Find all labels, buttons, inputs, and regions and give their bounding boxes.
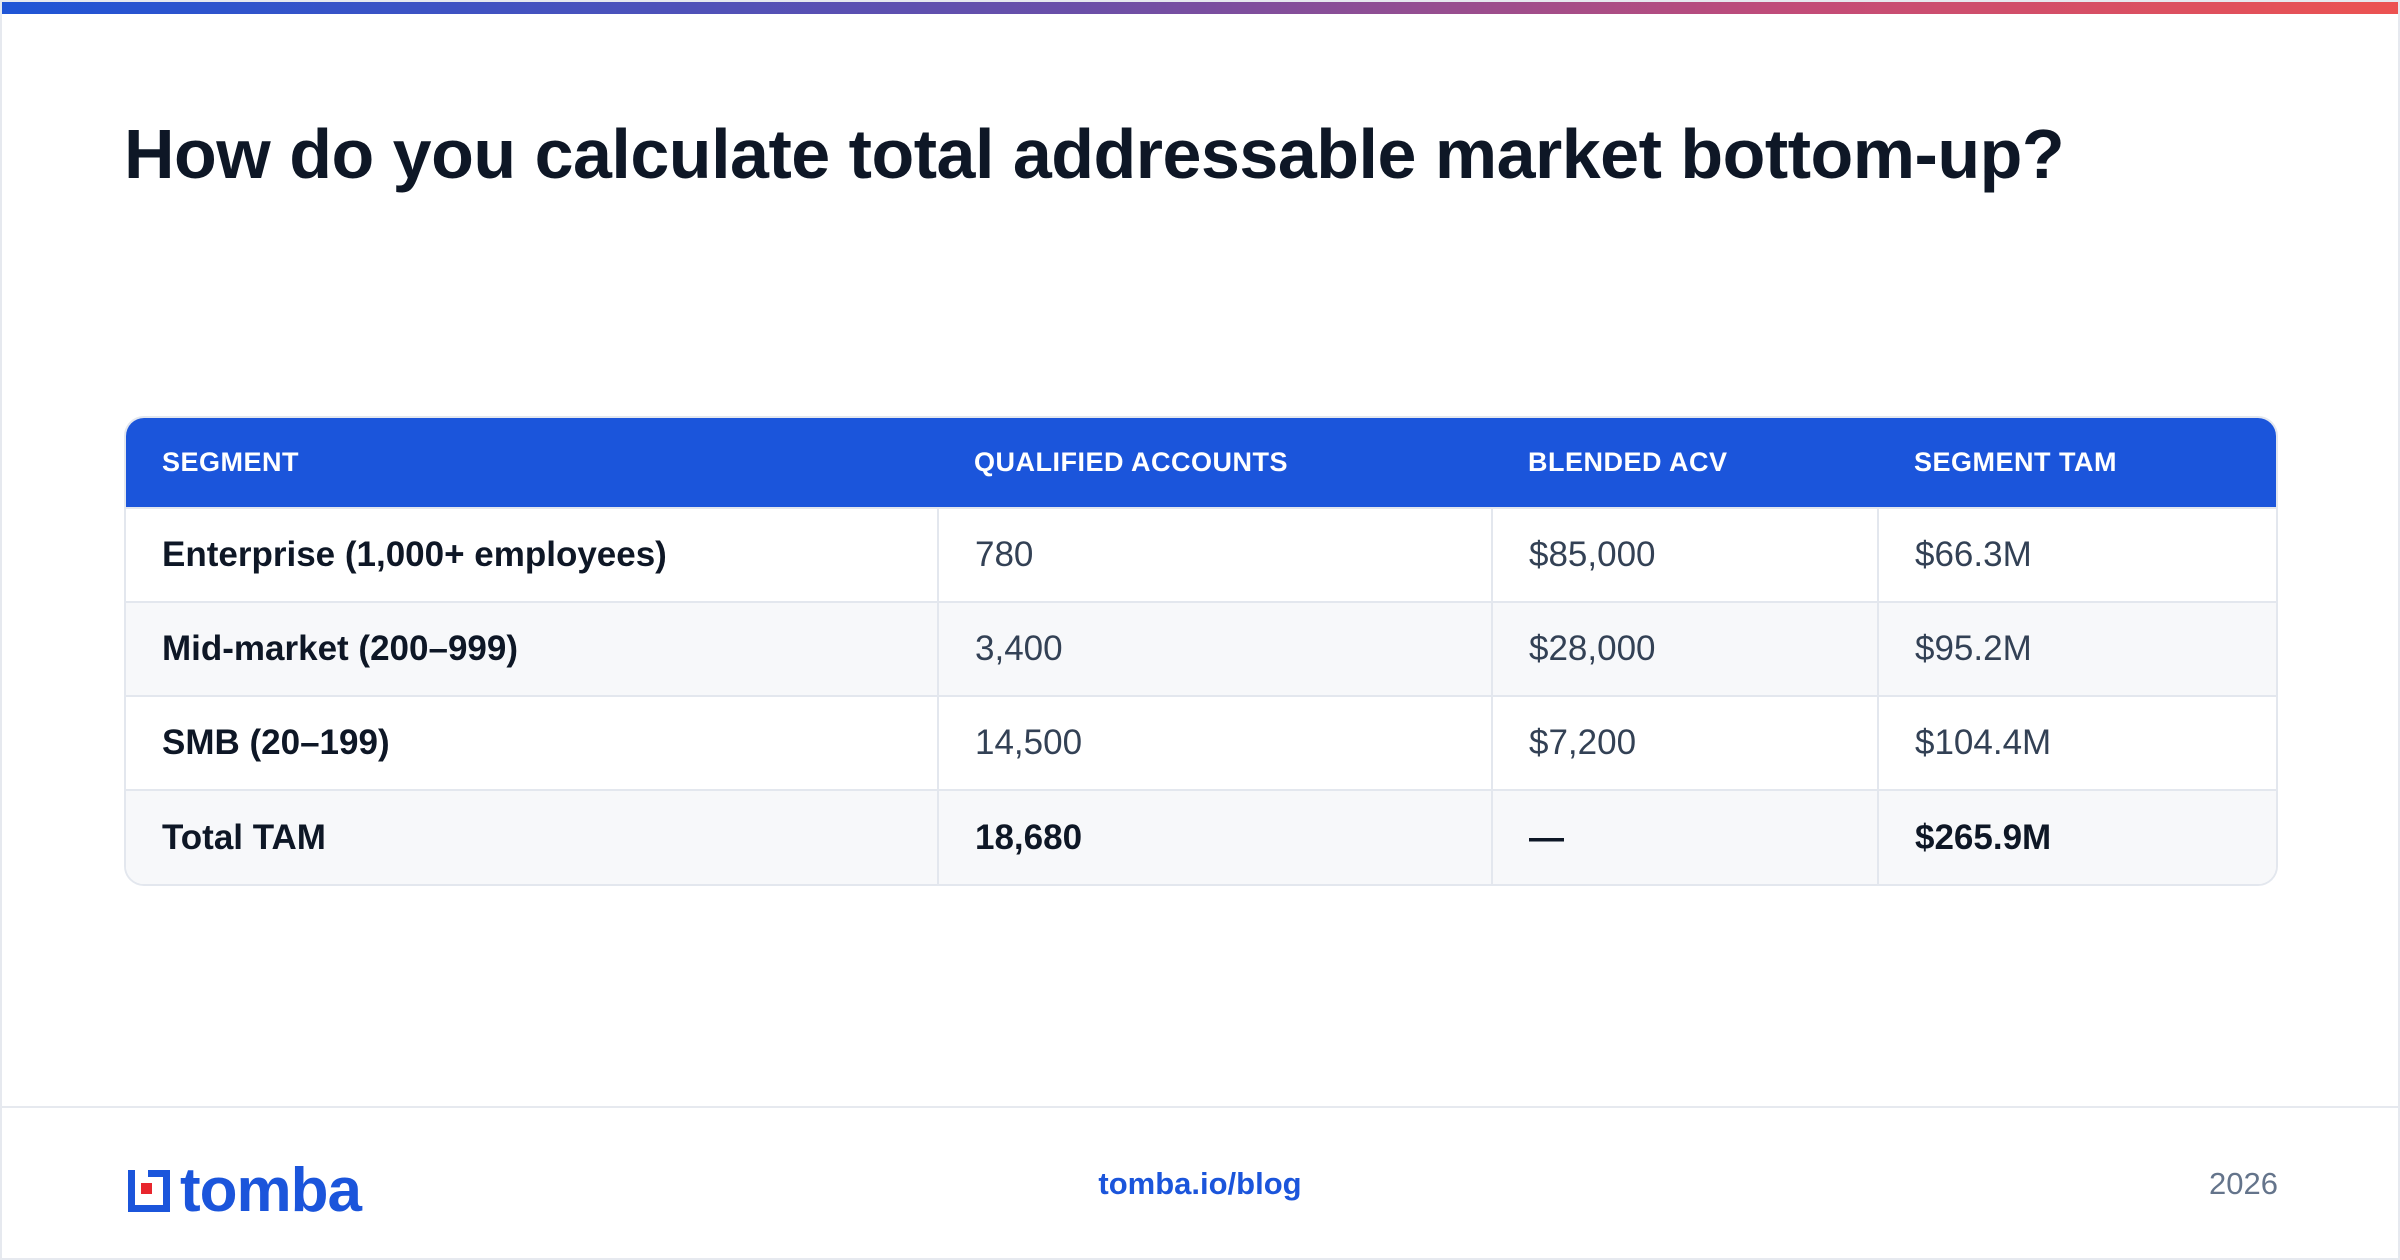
cell-segment-tam: $265.9M (1877, 789, 2276, 884)
top-gradient-bar (2, 2, 2398, 14)
cell-segment: SMB (20–199) (126, 695, 938, 790)
cell-blended-acv: $7,200 (1491, 695, 1878, 790)
cell-qualified-accounts: 3,400 (937, 601, 1492, 696)
tam-table: SEGMENT QUALIFIED ACCOUNTS BLENDED ACV S… (126, 418, 2276, 884)
cell-blended-acv: $85,000 (1491, 507, 1878, 602)
tomba-logo-text: tomba (180, 1156, 362, 1225)
cell-segment: Enterprise (1,000+ employees) (126, 507, 938, 602)
page-title: How do you calculate total addressable m… (124, 115, 2065, 193)
header-qualified-accounts: QUALIFIED ACCOUNTS (938, 418, 1492, 508)
tomba-logo: tomba (124, 1156, 362, 1225)
tomba-logo-mark-icon (128, 1170, 170, 1212)
cell-segment-tam: $104.4M (1877, 695, 2276, 790)
cell-segment-tam: $95.2M (1877, 601, 2276, 696)
tam-table-container: SEGMENT QUALIFIED ACCOUNTS BLENDED ACV S… (124, 416, 2278, 886)
blog-link[interactable]: tomba.io/blog (1098, 1166, 1302, 1201)
header-segment-tam: SEGMENT TAM (1878, 418, 2276, 508)
footer-year: 2026 (2209, 1166, 2278, 1201)
cell-segment: Mid-market (200–999) (126, 601, 938, 696)
cell-qualified-accounts: 18,680 (937, 789, 1492, 884)
table-row-total: Total TAM 18,680 — $265.9M (126, 789, 2276, 884)
cell-segment-tam: $66.3M (1877, 507, 2276, 602)
cell-qualified-accounts: 14,500 (937, 695, 1492, 790)
table-row-enterprise: Enterprise (1,000+ employees) 780 $85,00… (126, 507, 2276, 602)
header-segment: SEGMENT (126, 418, 938, 508)
cell-qualified-accounts: 780 (937, 507, 1492, 602)
footer: tomba tomba.io/blog 2026 (2, 1106, 2398, 1260)
cell-blended-acv: — (1491, 789, 1878, 884)
cell-blended-acv: $28,000 (1491, 601, 1878, 696)
table-header-row: SEGMENT QUALIFIED ACCOUNTS BLENDED ACV S… (126, 418, 2276, 508)
table-row-mid-market: Mid-market (200–999) 3,400 $28,000 $95.2… (126, 601, 2276, 696)
cell-segment: Total TAM (126, 789, 938, 884)
header-blended-acv: BLENDED ACV (1492, 418, 1878, 508)
table-row-smb: SMB (20–199) 14,500 $7,200 $104.4M (126, 695, 2276, 790)
